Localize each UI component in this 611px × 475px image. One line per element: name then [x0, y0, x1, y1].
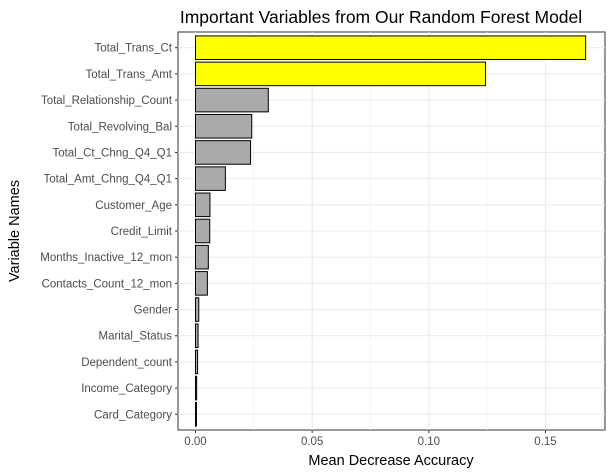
bar-gender [195, 297, 200, 322]
bar-total-revolving-bal [195, 113, 253, 139]
y-tick-label: Gender [134, 305, 173, 317]
x-tick-labels: 0.00 0.05 0.10 0.15 [184, 430, 557, 448]
y-tick-label: Total_Trans_Ct [94, 43, 172, 55]
bar-contacts-count-12-mon [195, 271, 208, 296]
y-tick-label: Total_Trans_Amt [86, 69, 173, 81]
y-tick-label: Customer_Age [95, 200, 172, 212]
y-tick-label: Card_Category [94, 409, 172, 421]
y-tick-labels: Total_Trans_Ct Total_Trans_Amt Total_Relat… [40, 43, 178, 421]
y-tick-label: Income_Category [81, 383, 172, 395]
bars [195, 35, 587, 427]
x-tick-label: 0.05 [301, 436, 323, 448]
bar-credit-limit [195, 218, 211, 244]
bar-customer-age [195, 192, 211, 218]
bar-months-inactive-12-mon [195, 244, 209, 270]
y-axis-title: Variable Names [7, 180, 23, 282]
bar-total-trans-ct [195, 35, 587, 60]
x-axis-title: Mean Decrease Accuracy [308, 453, 474, 469]
bar-marital-status [195, 323, 199, 349]
bar-total-amt-chng-q4-q1 [195, 166, 226, 191]
x-tick-label: 0.10 [418, 436, 440, 448]
y-tick-label: Months_Inactive_12_mon [40, 252, 172, 264]
y-tick-label: Total_Relationship_Count [41, 95, 173, 107]
y-tick-label: Total_Ct_Chng_Q4_Q1 [52, 147, 172, 159]
x-tick-label: 0.15 [534, 436, 556, 448]
bar-income-category [195, 375, 198, 401]
y-tick-label: Dependent_count [81, 357, 173, 369]
bar-card-category [195, 402, 197, 427]
chart-title: Important Variables from Our Random Fore… [180, 7, 582, 27]
y-tick-label: Credit_Limit [111, 226, 173, 238]
bar-total-trans-amt [195, 61, 487, 87]
x-tick-label: 0.00 [184, 436, 206, 448]
bar-total-ct-chng-q4-q1 [195, 140, 252, 165]
y-tick-label: Total_Revolving_Bal [68, 121, 172, 133]
bar-dependent-count [195, 349, 199, 375]
bar-total-relationship-count [195, 87, 269, 113]
y-tick-label: Total_Amt_Chng_Q4_Q1 [44, 174, 173, 186]
y-tick-label: Marital_Status [98, 331, 172, 343]
y-tick-label: Contacts_Count_12_mon [42, 278, 172, 290]
